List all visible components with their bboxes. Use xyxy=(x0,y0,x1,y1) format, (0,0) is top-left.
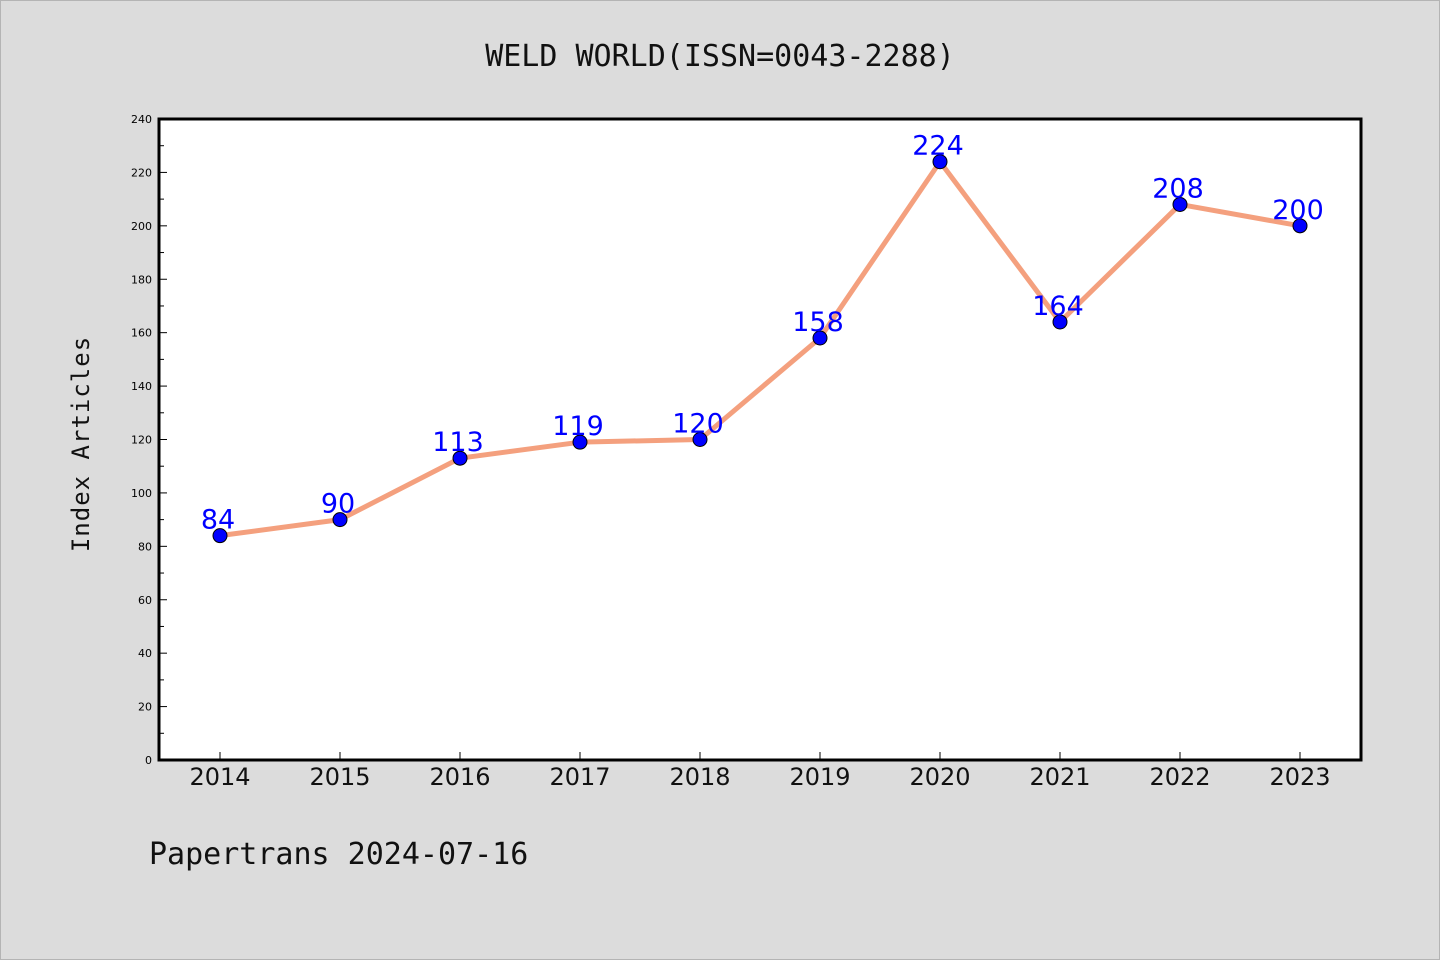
data-label: 200 xyxy=(1272,195,1324,226)
y-tick-label: 180 xyxy=(131,273,152,286)
data-label: 158 xyxy=(792,307,844,338)
series-line xyxy=(217,159,1303,539)
y-axis-label: Index Articles xyxy=(67,336,95,552)
x-tick-label: 2017 xyxy=(549,763,610,791)
data-label: 113 xyxy=(432,427,484,458)
data-point xyxy=(812,330,828,346)
data-point xyxy=(452,450,468,466)
plot-border xyxy=(157,117,1363,762)
chart-title: WELD WORLD(ISSN=0043-2288) xyxy=(485,39,955,74)
x-tick-label: 2019 xyxy=(789,763,850,791)
marker-layer xyxy=(212,154,1308,544)
y-tick-label: 20 xyxy=(138,701,152,714)
x-tick-label: 2014 xyxy=(189,763,250,791)
data-label: 120 xyxy=(672,409,724,440)
data-label: 84 xyxy=(201,505,235,536)
data-label: 119 xyxy=(552,411,604,442)
y-tick-label: 0 xyxy=(145,754,152,767)
data-label: 164 xyxy=(1032,291,1084,322)
y-tick-label: 80 xyxy=(138,540,152,553)
y-tick-label: 160 xyxy=(131,327,152,340)
data-point xyxy=(1172,196,1188,212)
x-tick-label: 2018 xyxy=(669,763,730,791)
data-label: 224 xyxy=(912,131,964,162)
y-tick-label: 60 xyxy=(138,594,152,607)
x-axis-ticks: 2014 2015 2016 2017 2018 2019 2020 2021 2022 2023 xyxy=(189,752,1331,791)
x-tick-label: 2015 xyxy=(309,763,370,791)
y-tick-label: 240 xyxy=(131,113,152,126)
y-axis-ticks: 0 20 40 60 80 100 120 140 160 180 200 220 240 xyxy=(131,113,167,767)
data-label-layer: 84 90 113 119 120 158 224 164 208 200 xyxy=(201,131,1324,536)
data-point xyxy=(932,154,948,170)
plot-area xyxy=(159,119,1361,760)
x-tick-label: 2022 xyxy=(1149,763,1210,791)
data-label: 208 xyxy=(1152,173,1204,204)
data-point xyxy=(572,434,588,450)
data-point xyxy=(332,512,348,528)
data-point xyxy=(692,432,708,447)
footer-credit: Papertrans 2024-07-16 xyxy=(149,837,528,872)
data-point xyxy=(212,528,228,544)
data-point xyxy=(1052,314,1068,330)
x-tick-label: 2016 xyxy=(429,763,490,791)
y-tick-label: 200 xyxy=(131,220,152,233)
data-point xyxy=(1292,218,1308,234)
y-tick-label: 140 xyxy=(131,380,152,393)
x-tick-label: 2023 xyxy=(1269,763,1330,791)
x-tick-label: 2020 xyxy=(909,763,970,791)
y-tick-label: 40 xyxy=(138,647,152,660)
x-tick-label: 2021 xyxy=(1029,763,1090,791)
data-label: 90 xyxy=(321,489,355,520)
y-tick-label: 220 xyxy=(131,166,152,179)
y-tick-label: 100 xyxy=(131,487,152,500)
series-layer xyxy=(217,159,1303,539)
y-tick-label: 120 xyxy=(131,434,152,447)
